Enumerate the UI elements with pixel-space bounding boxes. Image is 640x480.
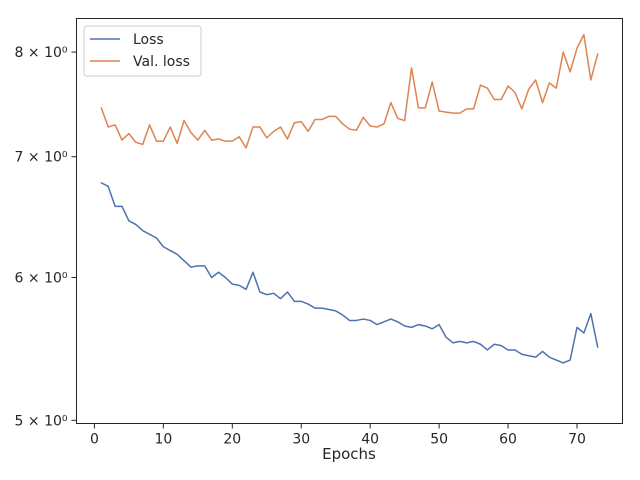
x-tick-label: 30: [292, 432, 310, 448]
x-tick-label: 50: [430, 432, 448, 448]
legend-label: Val. loss: [133, 54, 190, 70]
y-tick-label: 6 × 10⁰: [15, 270, 68, 286]
x-axis-title: Epochs: [322, 445, 376, 463]
y-axis-ticks: 5 × 10⁰ 6 × 10⁰ 7 × 10⁰ 8 × 10⁰: [15, 45, 77, 429]
series-line-loss: [100, 182, 599, 364]
x-axis-ticks: 0 10 20 30 40 50 60 70: [90, 423, 586, 448]
y-tick-label: 5 × 10⁰: [15, 413, 68, 429]
plot-series: [100, 33, 599, 364]
legend-items: Loss Val. loss: [90, 32, 190, 70]
x-tick-label: 20: [223, 432, 241, 448]
plot-frame: [76, 18, 623, 424]
x-tick-label: 60: [499, 432, 517, 448]
y-tick-label: 8 × 10⁰: [15, 45, 68, 61]
x-tick-label: 10: [154, 432, 172, 448]
legend: Loss Val. loss: [83, 25, 202, 77]
x-tick-label: 40: [361, 432, 379, 448]
legend-label: Loss: [133, 32, 164, 48]
x-tick-label: 70: [568, 432, 586, 448]
y-tick-label: 7 × 10⁰: [15, 150, 68, 166]
series-line-val-loss: [100, 33, 599, 149]
x-tick-label: 0: [90, 432, 99, 448]
